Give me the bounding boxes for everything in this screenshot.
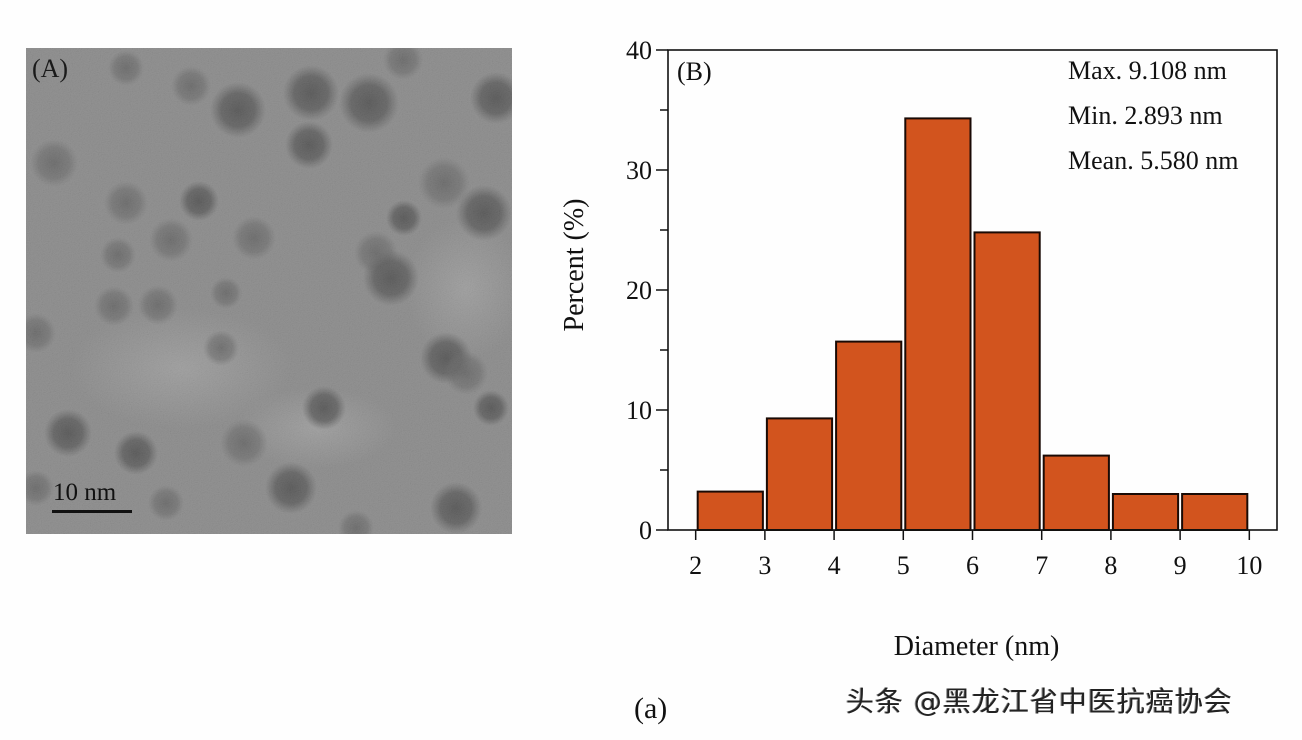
y-tick-label: 40 (626, 36, 652, 65)
watermark-text: 头条 @黑龙江省中医抗癌协会 (846, 685, 1233, 718)
histogram-bar (696, 490, 764, 532)
x-axis-label: Diameter (nm) (894, 631, 1060, 662)
panel-a-label: (A) (32, 54, 69, 83)
histogram-plot: 0 10 20 30 40 2 3 4 5 6 7 8 9 10 Diameter (nm) Percent … (559, 36, 1278, 662)
tem-micrograph: (A) 10 nm (26, 48, 512, 534)
histogram-bar (1181, 493, 1249, 531)
x-tick-label: 8 (1104, 551, 1117, 580)
figure-sublabel: (a) (634, 692, 668, 725)
x-tick-label: 6 (966, 551, 979, 580)
histogram-bar (1042, 454, 1110, 532)
histogram-bar (835, 340, 903, 531)
stat-max: Max. 9.108 nm (1068, 56, 1227, 85)
histogram-bar (1111, 493, 1180, 531)
histogram-bar (973, 231, 1041, 531)
panel-b-label: (B) (677, 57, 712, 86)
y-tick-label: 0 (639, 516, 652, 545)
x-tick-label: 3 (758, 551, 771, 580)
x-tick-label: 4 (828, 551, 841, 580)
y-axis-label: Percent (%) (559, 199, 590, 332)
y-tick-label: 10 (626, 396, 652, 425)
x-tick-label: 9 (1174, 551, 1187, 580)
scale-bar (52, 510, 132, 513)
histogram-bar (765, 417, 834, 531)
x-tick-label: 7 (1035, 551, 1048, 580)
tem-image (26, 48, 512, 534)
y-tick-label: 30 (626, 156, 652, 185)
histogram-bar (904, 117, 972, 532)
y-tick-label: 20 (626, 276, 652, 305)
scale-bar-label: 10 nm (53, 479, 117, 506)
size-distribution-chart: 0 10 20 30 40 2 3 4 5 6 7 8 9 10 Diameter (nm) Percent … (540, 20, 1300, 740)
stat-mean: Mean. 5.580 nm (1068, 146, 1238, 175)
stat-min: Min. 2.893 nm (1068, 101, 1223, 130)
x-tick-label: 10 (1236, 551, 1262, 580)
x-tick-label: 2 (689, 551, 702, 580)
x-tick-label: 5 (897, 551, 910, 580)
